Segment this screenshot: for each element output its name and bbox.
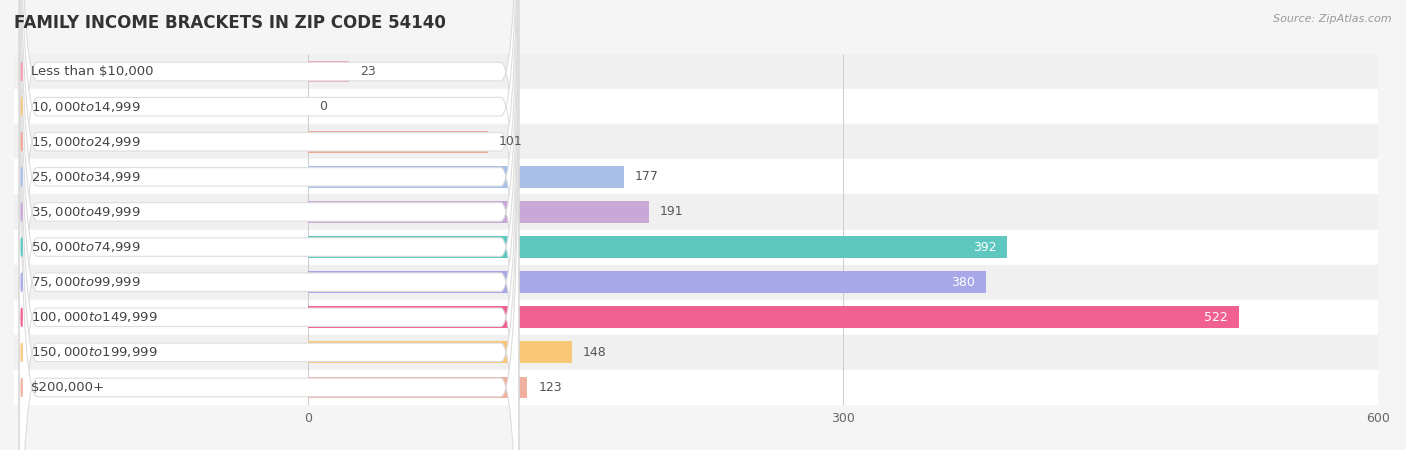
Bar [308, 201, 648, 223]
Text: $75,000 to $99,999: $75,000 to $99,999 [31, 275, 141, 289]
Text: 191: 191 [659, 206, 683, 218]
Bar [308, 236, 1007, 258]
Text: 23: 23 [360, 65, 375, 78]
FancyBboxPatch shape [20, 0, 519, 450]
FancyBboxPatch shape [20, 0, 519, 450]
Bar [308, 342, 572, 363]
Text: $25,000 to $34,999: $25,000 to $34,999 [31, 170, 141, 184]
Text: 0: 0 [319, 100, 328, 113]
Bar [14, 124, 1378, 159]
FancyBboxPatch shape [20, 46, 519, 450]
Text: $10,000 to $14,999: $10,000 to $14,999 [31, 99, 141, 114]
Text: 123: 123 [538, 381, 562, 394]
FancyBboxPatch shape [20, 0, 519, 450]
FancyBboxPatch shape [20, 0, 519, 413]
FancyBboxPatch shape [20, 0, 519, 450]
FancyBboxPatch shape [20, 0, 519, 450]
FancyBboxPatch shape [20, 0, 519, 448]
Text: $15,000 to $24,999: $15,000 to $24,999 [31, 135, 141, 149]
Text: $150,000 to $199,999: $150,000 to $199,999 [31, 345, 157, 360]
Bar [308, 131, 488, 153]
FancyBboxPatch shape [20, 0, 519, 450]
Text: $35,000 to $49,999: $35,000 to $49,999 [31, 205, 141, 219]
Text: Source: ZipAtlas.com: Source: ZipAtlas.com [1274, 14, 1392, 23]
Bar [308, 61, 349, 82]
Text: $200,000+: $200,000+ [31, 381, 105, 394]
Text: $100,000 to $149,999: $100,000 to $149,999 [31, 310, 157, 324]
Text: FAMILY INCOME BRACKETS IN ZIP CODE 54140: FAMILY INCOME BRACKETS IN ZIP CODE 54140 [14, 14, 446, 32]
Bar [308, 166, 624, 188]
Bar [308, 271, 986, 293]
Text: 177: 177 [634, 171, 658, 183]
Bar [308, 377, 527, 398]
Bar [14, 89, 1378, 124]
Text: 392: 392 [973, 241, 997, 253]
Bar [14, 159, 1378, 194]
Text: 101: 101 [499, 135, 523, 148]
Bar [14, 194, 1378, 230]
Bar [14, 265, 1378, 300]
Bar [14, 335, 1378, 370]
Text: 148: 148 [582, 346, 606, 359]
Bar [14, 54, 1378, 89]
Text: $50,000 to $74,999: $50,000 to $74,999 [31, 240, 141, 254]
Bar [14, 370, 1378, 405]
Bar [14, 300, 1378, 335]
Text: 380: 380 [950, 276, 974, 288]
Text: Less than $10,000: Less than $10,000 [31, 65, 153, 78]
FancyBboxPatch shape [20, 11, 519, 450]
Bar [308, 306, 1239, 328]
Bar [14, 230, 1378, 265]
Text: 522: 522 [1205, 311, 1227, 324]
